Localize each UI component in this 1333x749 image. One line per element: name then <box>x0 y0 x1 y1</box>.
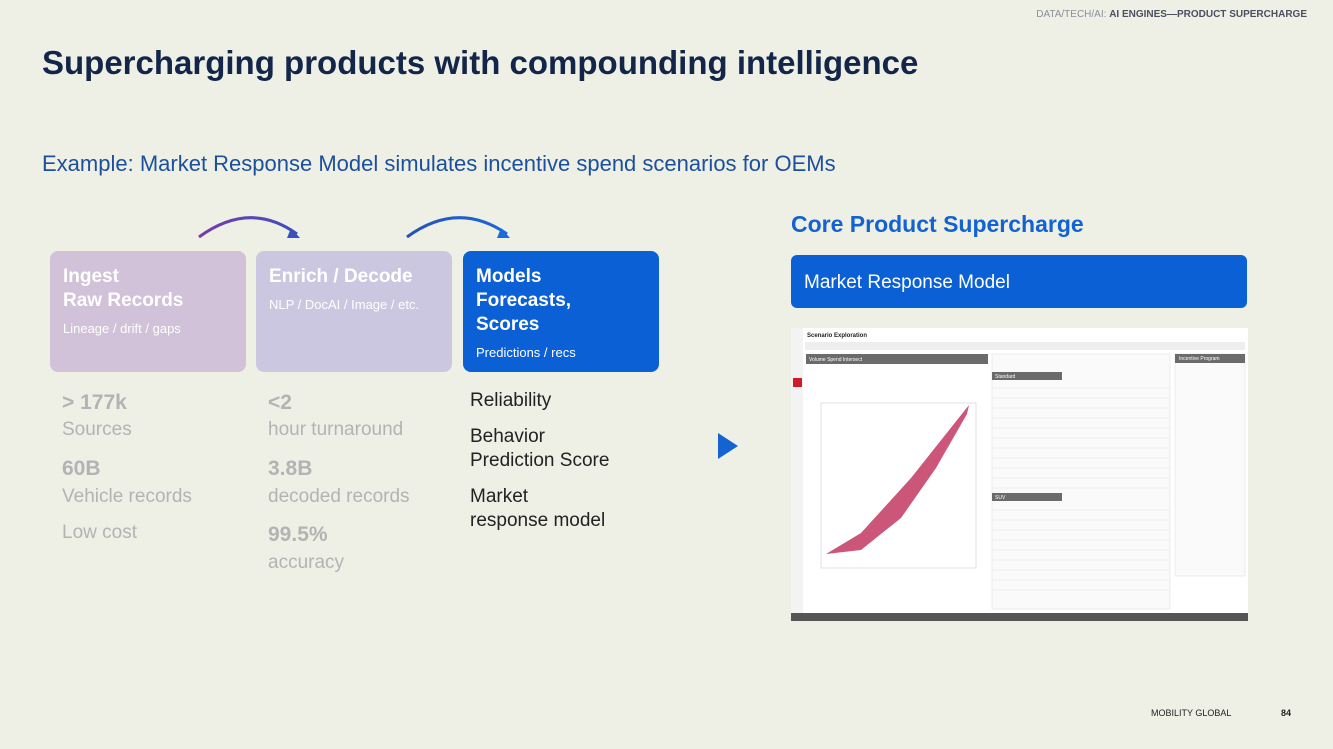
line: Market <box>470 486 529 507</box>
arrow-head <box>287 228 300 238</box>
stat-label: Low cost <box>62 522 137 543</box>
toolbar <box>805 342 1245 350</box>
arrow <box>198 216 298 239</box>
line: Forecasts, <box>476 290 572 311</box>
arrow <box>406 216 508 239</box>
stat-label: Vehicle records <box>62 486 192 507</box>
side-title: Incentive Program <box>1179 356 1220 362</box>
panel-header <box>806 354 988 364</box>
footer-brand: MOBILITY GLOBAL <box>1151 708 1232 718</box>
product-heading: Core Product Supercharge <box>791 211 1084 237</box>
play-icon <box>718 433 738 459</box>
step-title: Ingest Raw Records <box>63 265 183 313</box>
line: Scores <box>476 314 540 335</box>
line: response model <box>470 510 606 531</box>
line: Ingest <box>63 266 119 287</box>
header-topic: AI ENGINES—PRODUCT SUPERCHARGE <box>1109 9 1307 20</box>
side-panel <box>1174 353 1246 577</box>
step-caption: Lineage / drift / gaps <box>63 321 181 336</box>
step-title: Models Forecasts, Scores <box>476 265 571 337</box>
page-number: 84 <box>1281 708 1292 718</box>
table-header <box>992 372 1062 380</box>
subtitle: Example: Market Response Model simulates… <box>42 151 836 176</box>
banner-text: Market Response Model <box>804 272 1010 293</box>
header-section: DATA/TECH/AI: <box>1036 9 1110 20</box>
outcome: Behavior Prediction Score <box>470 425 609 473</box>
step-title: Enrich / Decode <box>269 265 413 289</box>
line: Behavior <box>470 426 545 447</box>
stat-value: 99.5% <box>268 523 328 546</box>
stat-label: hour turnaround <box>268 419 404 440</box>
plot-frame <box>820 402 977 569</box>
line: Raw Records <box>63 290 184 311</box>
table-title: SUV <box>995 495 1006 501</box>
banner: Market Response Model <box>791 255 1247 308</box>
stat-label: Sources <box>62 419 132 440</box>
screen-footer <box>791 613 1248 621</box>
stat-label: decoded records <box>268 486 410 507</box>
outcome: Market response model <box>470 485 605 533</box>
line: Models <box>476 266 542 287</box>
table-rows <box>992 387 1170 591</box>
title: Supercharging products with compounding … <box>42 44 919 81</box>
line: Enrich / Decode <box>269 266 413 287</box>
outcome: Reliability <box>470 389 551 413</box>
stat-value: <2 <box>268 391 292 414</box>
line: Reliability <box>470 390 552 411</box>
stat-value: > 177k <box>62 391 127 414</box>
header: DATA/TECH/AI: AI ENGINES—PRODUCT SUPERCH… <box>1036 9 1307 20</box>
table <box>991 353 1171 610</box>
line: Prediction Score <box>470 450 610 471</box>
side-header <box>1175 354 1245 363</box>
stat-value: 60B <box>62 457 101 480</box>
screen-title: Scenario Exploration <box>807 333 867 339</box>
stat-value: 3.8B <box>268 457 313 480</box>
table-header <box>992 493 1062 501</box>
table-title: Standard <box>995 374 1016 380</box>
stat-label: accuracy <box>268 552 345 573</box>
step-box: Models Forecasts, Scores Predictions / rec… <box>463 251 659 372</box>
step-box: Ingest Raw Records Lineage / drift / gaps <box>50 251 246 372</box>
arrow-head <box>497 228 510 238</box>
screenshot: Scenario Exploration Volume Spend Inters… <box>791 328 1248 621</box>
step-caption: Predictions / recs <box>476 345 576 360</box>
panel-title: Volume Spend Intersect <box>809 357 863 363</box>
step-caption: NLP / DocAI / Image / etc. <box>269 297 420 312</box>
step-box: Enrich / Decode NLP / DocAI / Image / et… <box>256 251 452 372</box>
sidebar <box>791 328 803 613</box>
sidebar-icon <box>793 378 802 387</box>
